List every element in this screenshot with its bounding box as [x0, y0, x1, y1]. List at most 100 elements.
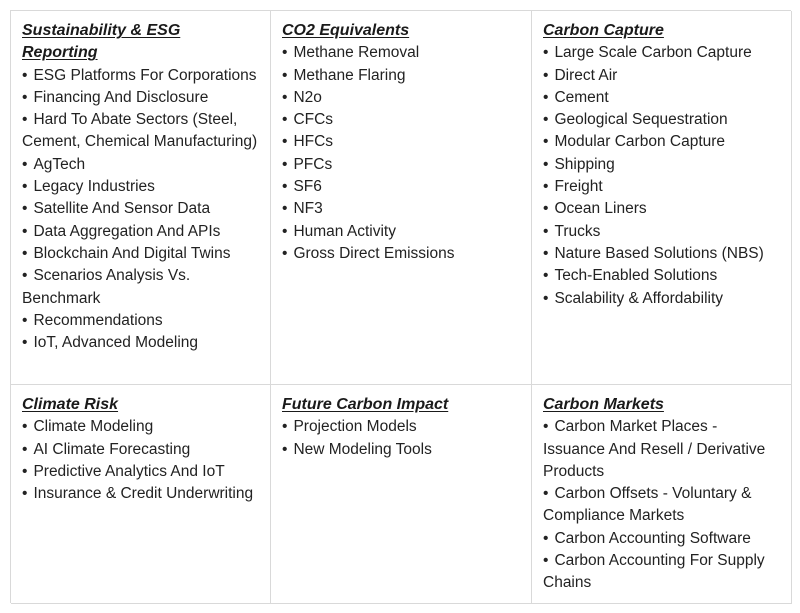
list-item: • Shipping [543, 154, 781, 176]
list-item: • Geological Sequestration [543, 109, 781, 131]
bullet-icon: • [282, 418, 288, 436]
bullet-icon: • [22, 88, 28, 106]
bullet-icon: • [282, 155, 288, 173]
cell-title: CO2 Equivalents [282, 22, 410, 39]
bullet-icon: • [22, 66, 28, 84]
cell-title: Carbon Markets [543, 396, 664, 413]
bullet-icon: • [22, 111, 28, 129]
list-item: • AgTech [22, 154, 260, 176]
list-item: • Modular Carbon Capture [543, 131, 781, 153]
bullet-icon: • [543, 133, 549, 151]
cell-future-carbon-impact: Future Carbon Impact • Projection Models •… [271, 385, 532, 604]
bullet-icon: • [543, 244, 549, 262]
list-item: • NF3 [282, 198, 521, 220]
cell-item-list: • Climate Modeling • AI Climate Forecasting… [22, 416, 260, 505]
list-item-text: Insurance & Credit Underwriting [33, 485, 254, 503]
list-item-text: Scenarios Analysis Vs. Benchmark [22, 267, 191, 307]
cell-item-list: • Methane Removal • Methane Flaring • N2o • CFC… [282, 42, 521, 265]
bullet-icon: • [543, 552, 549, 570]
list-item-text: Carbon Offsets - Voluntary & Compliance … [543, 485, 752, 525]
list-item: • Scalability & Affordability [543, 288, 781, 310]
list-item: • Trucks [543, 221, 781, 243]
list-item-text: Hard To Abate Sectors (Steel, Cement, Ch… [22, 111, 258, 151]
bullet-icon: • [282, 178, 288, 196]
list-item: • N2o [282, 87, 521, 109]
cell-item-list: • Projection Models • New Modeling Tools [282, 416, 521, 461]
list-item-text: Human Activity [293, 222, 396, 240]
list-item: • Direct Air [543, 65, 781, 87]
bullet-icon: • [282, 111, 288, 129]
list-item-text: Methane Flaring [293, 66, 406, 84]
list-item-text: ESG Platforms For Corporations [33, 66, 257, 84]
bullet-icon: • [543, 289, 549, 307]
list-item-text: Direct Air [554, 66, 618, 84]
bullet-icon: • [543, 44, 549, 62]
bullet-icon: • [543, 529, 549, 547]
list-item: • Carbon Accounting For Supply Chains [543, 550, 781, 595]
list-item-text: New Modeling Tools [293, 440, 432, 458]
list-item: • CFCs [282, 109, 521, 131]
list-item: • Financing And Disclosure [22, 87, 260, 109]
bullet-icon: • [543, 222, 549, 240]
cell-title: Climate Risk [22, 396, 119, 413]
list-item: • ESG Platforms For Corporations [22, 65, 260, 87]
list-item-text: Blockchain And Digital Twins [33, 244, 231, 262]
list-item: • Blockchain And Digital Twins [22, 243, 260, 265]
list-item-text: SF6 [293, 178, 322, 196]
list-item-text: Geological Sequestration [554, 111, 728, 129]
list-item: • Data Aggregation And APIs [22, 221, 260, 243]
list-item-text: Shipping [554, 155, 615, 173]
list-item: • SF6 [282, 176, 521, 198]
list-item-text: Satellite And Sensor Data [33, 200, 211, 218]
list-item: • Methane Flaring [282, 65, 521, 87]
bullet-icon: • [282, 44, 288, 62]
list-item: • Tech-Enabled Solutions [543, 265, 781, 287]
cell-title: Sustainability & ESG Reporting [22, 22, 181, 62]
list-item: • Ocean Liners [543, 198, 781, 220]
bullet-icon: • [282, 66, 288, 84]
list-item-text: Cement [554, 88, 609, 106]
list-item: • PFCs [282, 154, 521, 176]
bullet-icon: • [543, 485, 549, 503]
list-item-text: CFCs [293, 111, 334, 129]
bullet-icon: • [22, 178, 28, 196]
list-item: • Gross Direct Emissions [282, 243, 521, 265]
bullet-icon: • [543, 111, 549, 129]
list-item-text: Freight [554, 178, 603, 196]
bullet-icon: • [22, 485, 28, 503]
list-item-text: NF3 [293, 200, 323, 218]
bullet-icon: • [22, 334, 28, 352]
cell-item-list: • Large Scale Carbon Capture • Direct Air • C… [543, 42, 781, 310]
list-item-text: Projection Models [293, 418, 417, 436]
cell-climate-risk: Climate Risk • Climate Modeling • AI Climat… [11, 385, 271, 604]
list-item-text: Data Aggregation And APIs [33, 222, 221, 240]
list-item: • Carbon Market Places - Issuance And Res… [543, 416, 781, 483]
list-item-text: Financing And Disclosure [33, 88, 209, 106]
list-item-text: Large Scale Carbon Capture [554, 44, 752, 62]
list-item-text: IoT, Advanced Modeling [33, 334, 199, 352]
list-item: • Projection Models [282, 416, 521, 438]
list-item: • IoT, Advanced Modeling [22, 332, 260, 354]
bullet-icon: • [543, 200, 549, 218]
list-item-text: Legacy Industries [33, 178, 155, 196]
bullet-icon: • [543, 418, 549, 436]
list-item-text: Carbon Accounting Software [554, 529, 751, 547]
list-item: • Methane Removal [282, 42, 521, 64]
list-item: • Nature Based Solutions (NBS) [543, 243, 781, 265]
bullet-icon: • [22, 155, 28, 173]
bullet-icon: • [543, 267, 549, 285]
list-item: • Carbon Accounting Software [543, 528, 781, 550]
list-item: • Cement [543, 87, 781, 109]
cell-co2-equivalents: CO2 Equivalents • Methane Removal • Methane… [271, 11, 532, 385]
bullet-icon: • [282, 200, 288, 218]
list-item-text: Gross Direct Emissions [293, 244, 455, 262]
bullet-icon: • [22, 311, 28, 329]
list-item-text: Tech-Enabled Solutions [554, 267, 718, 285]
list-item-text: Methane Removal [293, 44, 420, 62]
list-item-text: Trucks [554, 222, 601, 240]
list-item-text: AI Climate Forecasting [33, 440, 191, 458]
cell-item-list: • Carbon Market Places - Issuance And Res… [543, 416, 781, 594]
bullet-icon: • [282, 222, 288, 240]
bullet-icon: • [22, 462, 28, 480]
list-item-text: Carbon Accounting For Supply Chains [543, 552, 765, 592]
